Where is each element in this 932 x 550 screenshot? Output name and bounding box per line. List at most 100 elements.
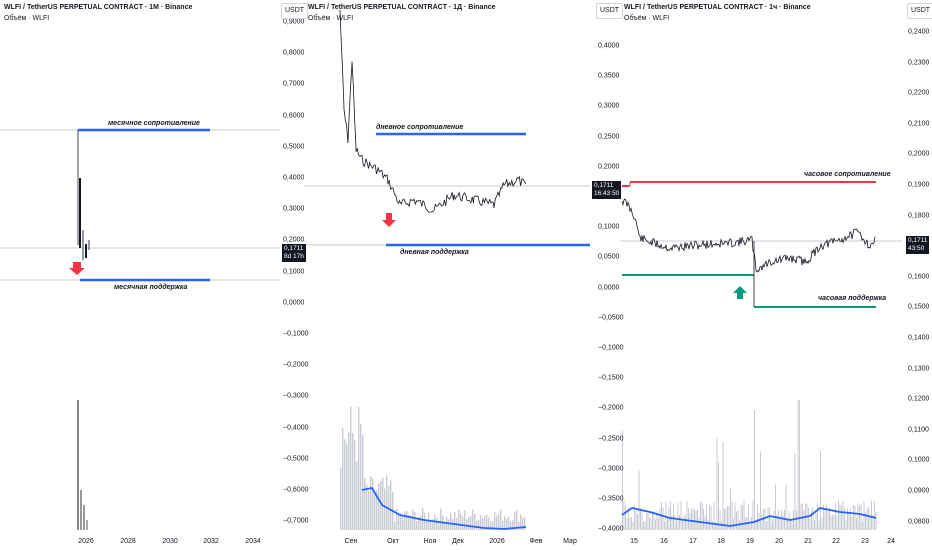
chart-panel-daily[interactable]: WLFI / TetherUS PERPETUAL CONTRACT · 1Д … xyxy=(304,0,620,550)
volume-bar xyxy=(406,511,408,530)
volume-bar xyxy=(701,502,703,530)
volume-indicator-label[interactable]: Объём · WLFI xyxy=(308,15,354,22)
volume-bar xyxy=(650,519,652,530)
volume-indicator-label[interactable]: Объём · WLFI xyxy=(624,15,670,22)
volume-bar xyxy=(790,518,791,530)
volume-bar xyxy=(662,507,664,530)
volume-bar xyxy=(488,517,490,530)
volume-bar xyxy=(680,500,682,530)
price-axis-tick: 0,4000 xyxy=(598,42,620,50)
chart-title: WLFI / TetherUS PERPETUAL CONTRACT · 1M … xyxy=(4,4,193,11)
time-axis-tick: 16 xyxy=(660,538,668,545)
volume-bar xyxy=(77,400,79,530)
resistance-annotation[interactable]: часовое сопротивление xyxy=(804,171,891,178)
volume-bar xyxy=(866,508,868,530)
volume-bar xyxy=(748,504,749,530)
volume-bar xyxy=(752,500,754,530)
volume-indicator-label[interactable]: Объём · WLFI xyxy=(4,15,50,22)
volume-bar xyxy=(674,515,676,530)
volume-bar xyxy=(404,511,406,530)
last-price-tag: 0,1711 8d 17h xyxy=(282,244,306,262)
time-axis-tick: 23 xyxy=(861,538,869,545)
volume-bar xyxy=(841,506,842,530)
price-candle xyxy=(79,178,81,248)
volume-bar xyxy=(766,521,767,530)
volume-bar xyxy=(370,475,372,530)
volume-bar xyxy=(781,510,782,530)
chart-panel-hourly[interactable]: WLFI / TetherUS PERPETUAL CONTRACT · 1ч … xyxy=(620,0,932,550)
price-axis-tick: 0,2400 xyxy=(908,28,930,36)
volume-bar xyxy=(757,504,758,530)
price-axis-tick: 0,1200 xyxy=(908,395,930,403)
currency-unit-button[interactable]: USDT xyxy=(907,3,932,19)
volume-bar xyxy=(655,519,656,530)
price-axis-tick: 0,0000 xyxy=(598,284,620,292)
price-axis-tick: −0,4000 xyxy=(598,525,624,533)
volume-bar xyxy=(835,503,836,530)
volume-bar xyxy=(380,481,382,530)
chart-canvas-monthly[interactable] xyxy=(0,0,300,550)
volume-bar xyxy=(833,514,835,530)
price-axis-tick: 0,2000 xyxy=(283,236,305,244)
volume-bar xyxy=(767,507,769,530)
volume-bar xyxy=(360,423,362,530)
time-axis-tick: Фев xyxy=(529,538,543,545)
volume-bar xyxy=(647,512,649,530)
volume-bar xyxy=(362,435,364,530)
volume-bar xyxy=(440,508,442,530)
volume-bar xyxy=(472,509,474,530)
time-axis-tick: Сен xyxy=(344,538,358,545)
volume-bar xyxy=(396,508,398,530)
volume-bar xyxy=(740,504,742,530)
volume-bar xyxy=(80,490,82,530)
price-axis-tick: −0,4000 xyxy=(283,424,309,432)
volume-bar xyxy=(823,504,824,530)
currency-unit-button[interactable]: USDT xyxy=(281,3,309,19)
volume-bar xyxy=(697,509,698,530)
volume-bar xyxy=(668,507,670,530)
price-axis-tick: 0,5000 xyxy=(283,143,305,151)
volume-bar xyxy=(438,521,440,530)
resistance-annotation[interactable]: дневное сопротивление xyxy=(376,124,464,131)
volume-bar xyxy=(374,492,376,530)
volume-bar xyxy=(808,507,809,530)
volume-bar xyxy=(824,508,826,530)
volume-bar xyxy=(444,521,446,530)
price-candle xyxy=(88,240,90,250)
chart-canvas-daily[interactable] xyxy=(304,0,620,550)
price-axis-tick: 0,2200 xyxy=(908,89,930,97)
volume-bar xyxy=(468,517,470,530)
volume-bar xyxy=(414,511,416,530)
volume-bar xyxy=(836,516,838,530)
volume-bar xyxy=(814,519,815,530)
volume-bar xyxy=(755,519,757,530)
support-annotation[interactable]: дневная поддержка xyxy=(400,249,469,256)
last-price-value: 0,1711 xyxy=(284,245,304,252)
resistance-annotation[interactable]: месячное сопротивление xyxy=(108,120,200,127)
volume-bar xyxy=(653,511,655,530)
price-axis-tick: 0,3500 xyxy=(598,72,620,80)
volume-bar xyxy=(796,510,797,530)
volume-bar xyxy=(664,521,665,530)
volume-ma-line xyxy=(621,507,877,527)
support-annotation[interactable]: часовая поддержка xyxy=(818,295,887,302)
price-axis-tick: −0,3500 xyxy=(598,495,624,503)
volume-bar xyxy=(424,512,426,530)
price-axis-tick: 0,0800 xyxy=(908,518,930,526)
price-axis-tick: 0,2000 xyxy=(908,150,930,158)
time-axis-tick: 21 xyxy=(804,538,812,545)
currency-unit-button[interactable]: USDT xyxy=(596,3,624,19)
volume-bar xyxy=(776,514,778,530)
chart-panel-monthly[interactable]: WLFI / TetherUS PERPETUAL CONTRACT · 1M … xyxy=(0,0,300,550)
volume-bar xyxy=(716,438,718,530)
volume-bar xyxy=(700,500,701,530)
price-axis-tick: −0,1000 xyxy=(283,330,309,338)
volume-bar xyxy=(641,511,643,530)
chart-canvas-hourly[interactable] xyxy=(620,0,932,550)
volume-bar xyxy=(676,520,677,530)
price-axis-tick: 0,1300 xyxy=(908,365,930,373)
volume-bar xyxy=(492,521,494,530)
volume-bar xyxy=(712,520,713,530)
price-axis-tick: −0,3000 xyxy=(283,392,309,400)
support-annotation[interactable]: месячная поддержка xyxy=(114,284,188,291)
